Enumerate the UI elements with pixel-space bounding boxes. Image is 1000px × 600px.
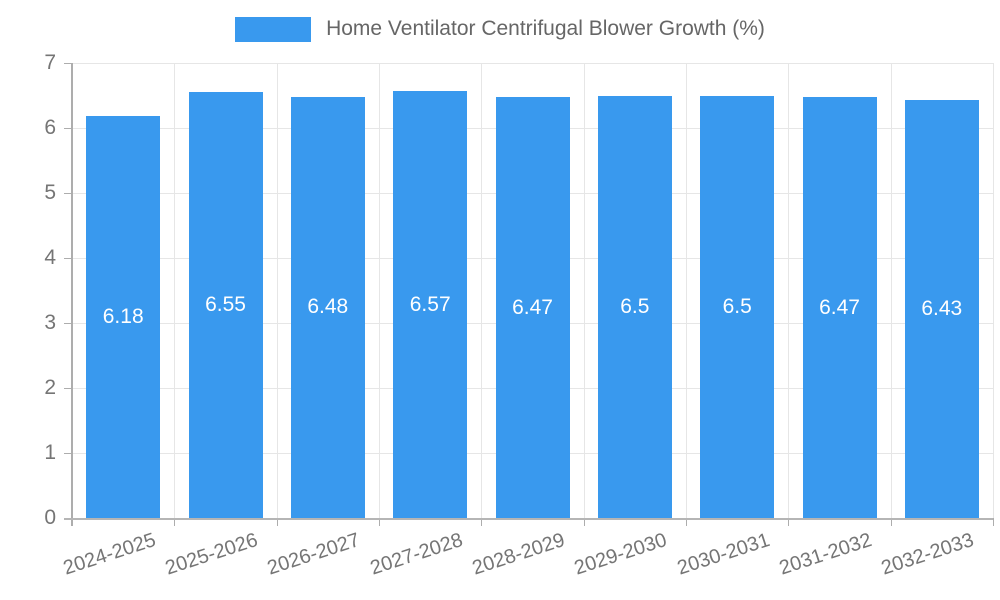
bar[interactable] (700, 95, 775, 518)
bar-value-label: 6.5 (722, 294, 752, 318)
y-tick-mark (64, 453, 72, 454)
bar-value-label: 6.55 (205, 293, 246, 317)
x-tick-mark (890, 518, 892, 526)
y-tick-mark (64, 128, 72, 129)
y-tick-mark (64, 193, 72, 194)
y-tick-mark (64, 258, 72, 259)
y-tick-label: 0 (44, 506, 56, 529)
bar[interactable] (904, 100, 979, 518)
bar-value-label: 6.43 (921, 297, 963, 320)
bar[interactable] (597, 95, 672, 518)
bar-value-label: 6.47 (512, 295, 553, 319)
bar[interactable] (290, 96, 365, 518)
y-tick-label: 5 (44, 181, 56, 204)
gridline-vertical (891, 63, 892, 518)
y-tick-label: 3 (44, 311, 56, 334)
y-tick-label: 1 (44, 441, 56, 464)
x-tick-mark (583, 518, 585, 526)
gridline-vertical (993, 63, 994, 518)
y-axis-line (71, 63, 73, 526)
bar[interactable] (393, 90, 468, 518)
gridline-vertical (584, 63, 585, 518)
x-tick-mark (276, 518, 278, 526)
bar-value-label: 6.47 (819, 295, 860, 319)
x-tick-mark (174, 518, 176, 526)
y-tick-mark (64, 388, 72, 389)
bar-value-label: 6.5 (620, 294, 650, 318)
bar[interactable] (86, 116, 161, 518)
gridline-vertical (379, 63, 380, 518)
y-tick-mark (64, 63, 72, 64)
bar[interactable] (188, 92, 263, 518)
gridline-vertical (277, 63, 278, 518)
bar-value-label: 6.18 (102, 305, 144, 329)
bar-value-label: 6.48 (307, 295, 349, 319)
y-tick-label: 2 (44, 376, 56, 399)
x-tick-mark (379, 518, 380, 526)
gridline-vertical (686, 63, 687, 518)
y-axis-labels: 0 1 2 3 4 5 6 7 (0, 0, 56, 600)
bar[interactable] (802, 97, 877, 518)
x-tick-mark (686, 518, 687, 526)
y-tick-label: 7 (44, 51, 56, 74)
x-tick-mark (788, 518, 790, 526)
x-axis-line (64, 518, 993, 520)
gridline-vertical (481, 63, 482, 518)
gridline-horizontal (72, 63, 993, 64)
y-tick-label: 6 (44, 116, 56, 139)
x-tick-mark (481, 518, 483, 526)
legend-label: Home Ventilator Centrifugal Blower Growt… (326, 17, 765, 40)
gridline-vertical (174, 63, 175, 518)
bar[interactable] (495, 97, 570, 518)
bar-value-label: 6.57 (409, 292, 451, 316)
gridline-vertical (788, 63, 789, 518)
legend-swatch-icon (235, 16, 312, 42)
legend[interactable]: Home Ventilator Centrifugal Blower Growt… (0, 14, 1000, 44)
x-tick-mark (993, 518, 994, 526)
y-tick-mark (64, 323, 72, 324)
plot-area: 6.18 6.55 6.48 6.57 6.47 6.5 6.5 6.47 6.43 (72, 63, 994, 518)
y-tick-label: 4 (44, 246, 56, 269)
